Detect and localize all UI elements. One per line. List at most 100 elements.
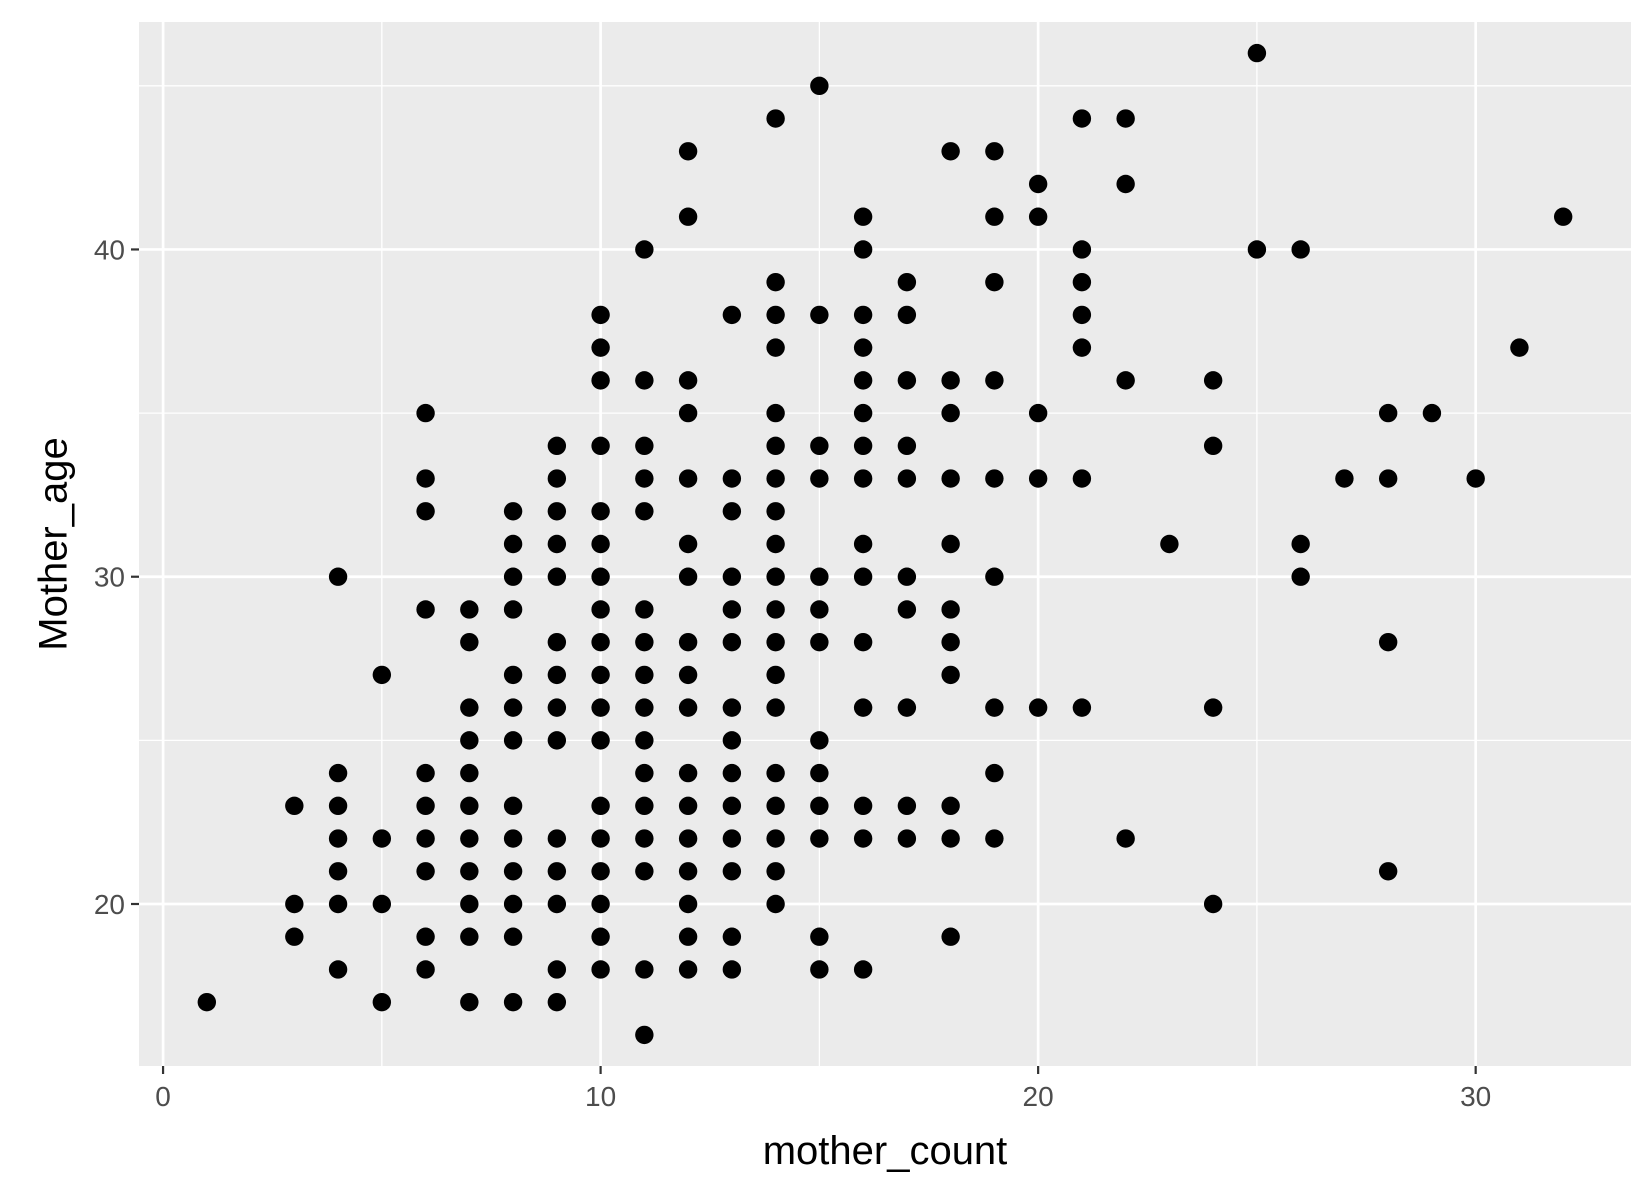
- scatter-point: [722, 731, 742, 750]
- scatter-point: [722, 698, 742, 717]
- scatter-point: [503, 567, 523, 586]
- scatter-point: [591, 371, 610, 390]
- scatter-point: [853, 567, 873, 586]
- scatter-point: [416, 960, 435, 979]
- scatter-point: [635, 240, 654, 259]
- scatter-point: [678, 632, 698, 652]
- scatter-point: [460, 927, 479, 946]
- scatter-point: [810, 731, 829, 750]
- x-tick-label: 10: [585, 1081, 616, 1112]
- scatter-point: [1335, 469, 1354, 488]
- x-axis: 0 10 20 30: [155, 1066, 1491, 1112]
- scatter-point: [635, 796, 654, 816]
- y-axis-title: Mother_age: [32, 437, 76, 650]
- scatter-point: [985, 272, 1004, 292]
- scatter-point: [635, 665, 654, 685]
- scatter-point: [766, 796, 785, 816]
- scatter-point: [416, 763, 435, 783]
- scatter-point: [1247, 43, 1267, 63]
- scatter-point: [635, 1025, 654, 1045]
- scatter-point: [372, 829, 392, 848]
- scatter-point: [810, 632, 829, 652]
- scatter-point: [678, 665, 698, 685]
- data-points: [197, 43, 1573, 1045]
- scatter-point: [897, 600, 917, 619]
- scatter-point: [591, 436, 610, 456]
- scatter-point: [503, 862, 523, 881]
- scatter-point: [591, 894, 610, 914]
- scatter-point: [547, 894, 567, 914]
- scatter-point: [328, 862, 348, 881]
- scatter-point: [285, 927, 304, 946]
- scatter-point: [416, 796, 435, 816]
- plot-panel: [139, 22, 1631, 1066]
- scatter-point: [853, 796, 873, 816]
- scatter-point: [1510, 338, 1529, 357]
- scatter-point: [941, 534, 960, 554]
- scatter-point: [635, 502, 654, 521]
- scatter-point: [678, 534, 698, 554]
- scatter-point: [1028, 698, 1048, 717]
- scatter-point: [591, 567, 610, 586]
- scatter-point: [853, 305, 873, 325]
- scatter-point: [591, 731, 610, 750]
- scatter-point: [547, 436, 567, 456]
- scatter-point: [1378, 632, 1398, 652]
- scatter-point: [547, 469, 567, 488]
- minor-gridlines: [139, 22, 1631, 1066]
- scatter-point: [766, 862, 785, 881]
- scatter-point: [635, 829, 654, 848]
- scatter-point: [766, 665, 785, 685]
- scatter-point: [766, 272, 785, 292]
- scatter-point: [460, 632, 479, 652]
- scatter-point: [328, 763, 348, 783]
- scatter-point: [591, 338, 610, 357]
- y-tick-label: 40: [94, 234, 125, 265]
- scatter-point: [941, 632, 960, 652]
- scatter-point: [591, 632, 610, 652]
- scatter-point: [503, 665, 523, 685]
- scatter-point: [722, 600, 742, 619]
- scatter-point: [1378, 403, 1398, 423]
- scatter-point: [766, 763, 785, 783]
- scatter-point: [591, 960, 610, 979]
- scatter-point: [1116, 174, 1135, 194]
- scatter-point: [635, 960, 654, 979]
- scatter-point: [460, 731, 479, 750]
- scatter-point: [766, 894, 785, 914]
- scatter-point: [853, 960, 873, 979]
- scatter-point: [1072, 338, 1092, 357]
- scatter-point: [503, 502, 523, 521]
- scatter-point: [1247, 240, 1267, 259]
- scatter-point: [678, 371, 698, 390]
- scatter-point: [328, 796, 348, 816]
- scatter-point: [985, 763, 1004, 783]
- scatter-point: [722, 862, 742, 881]
- scatter-point: [678, 207, 698, 226]
- scatter-point: [766, 567, 785, 586]
- scatter-point: [678, 960, 698, 979]
- scatter-point: [985, 207, 1004, 226]
- scatter-point: [328, 567, 348, 586]
- scatter-point: [897, 469, 917, 488]
- scatter-point: [766, 338, 785, 357]
- scatter-point: [635, 600, 654, 619]
- scatter-point: [591, 796, 610, 816]
- scatter-point: [1203, 698, 1223, 717]
- scatter-point: [591, 862, 610, 881]
- scatter-point: [897, 305, 917, 325]
- scatter-point: [853, 338, 873, 357]
- scatter-point: [722, 502, 742, 521]
- scatter-point: [503, 796, 523, 816]
- scatter-point: [941, 600, 960, 619]
- scatter-point: [766, 600, 785, 619]
- scatter-point: [635, 436, 654, 456]
- scatter-point: [985, 698, 1004, 717]
- scatter-point: [635, 698, 654, 717]
- scatter-point: [1028, 403, 1048, 423]
- scatter-point: [722, 632, 742, 652]
- scatter-point: [678, 894, 698, 914]
- scatter-point: [766, 109, 785, 128]
- scatter-point: [853, 469, 873, 488]
- scatter-point: [416, 829, 435, 848]
